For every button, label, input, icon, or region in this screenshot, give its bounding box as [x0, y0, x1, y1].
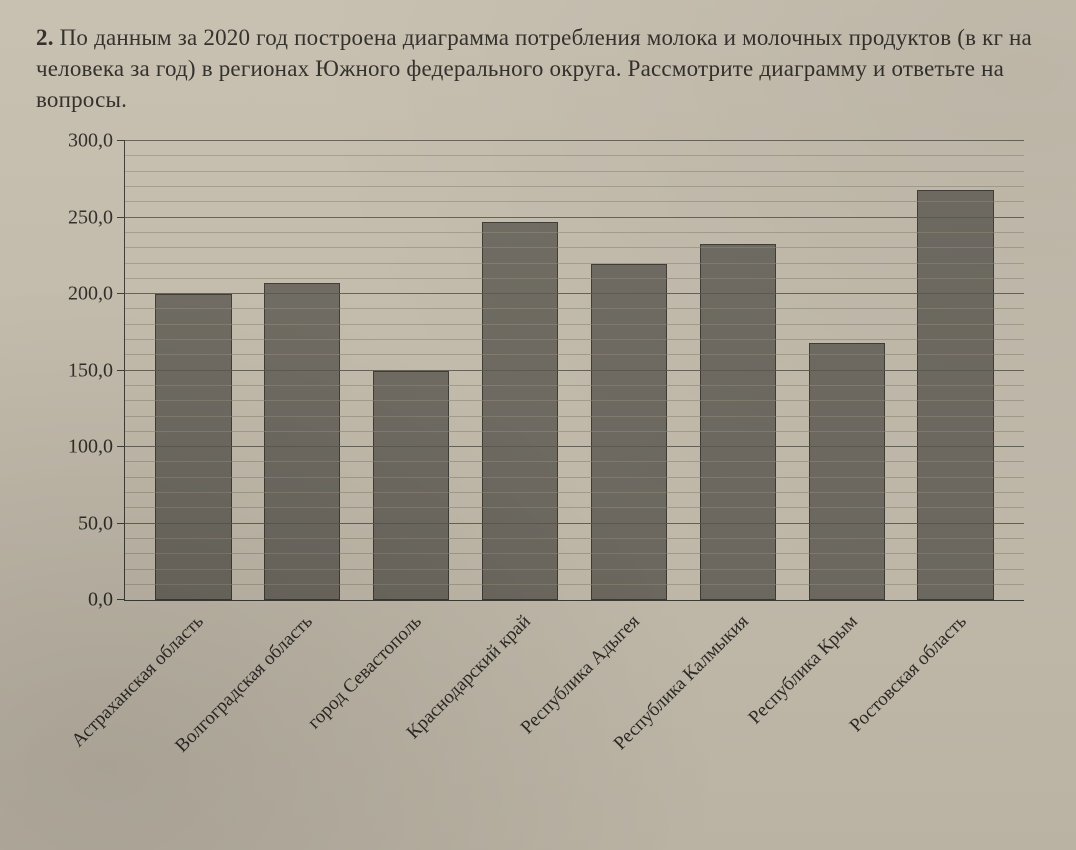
gridline-minor: [125, 385, 1024, 386]
gridline-minor: [125, 431, 1024, 432]
plot-area: 0,050,0100,0150,0200,0250,0300,0: [124, 141, 1024, 601]
gridline-minor: [125, 186, 1024, 187]
gridline-minor: [125, 354, 1024, 355]
x-label-slot: Ростовская область: [901, 611, 1010, 831]
bar: [591, 264, 667, 601]
bar-slot: [575, 141, 684, 600]
y-tick-label: 300,0: [68, 130, 125, 153]
gridline-minor: [125, 201, 1024, 202]
gridline-major: [125, 446, 1024, 447]
y-tick-label: 200,0: [68, 283, 125, 306]
gridline-minor: [125, 155, 1024, 156]
bar: [700, 244, 776, 600]
gridline-minor: [125, 538, 1024, 539]
x-label-slot: Волгоградская область: [247, 611, 356, 831]
gridline-minor: [125, 278, 1024, 279]
gridline-minor: [125, 339, 1024, 340]
gridline-minor: [125, 461, 1024, 462]
x-labels: Астраханская областьВолгоградская област…: [124, 611, 1024, 831]
gridline-major: [125, 370, 1024, 371]
y-tick-label: 150,0: [68, 359, 125, 382]
task-number: 2.: [36, 25, 54, 50]
page: 2. По данным за 2020 год построена диагр…: [0, 0, 1076, 850]
bar: [482, 222, 558, 600]
bar-slot: [248, 141, 357, 600]
gridline-minor: [125, 553, 1024, 554]
gridline-minor: [125, 400, 1024, 401]
gridline-minor: [125, 507, 1024, 508]
gridline-major: [125, 293, 1024, 294]
gridline-minor: [125, 584, 1024, 585]
gridline-minor: [125, 416, 1024, 417]
bar: [809, 343, 885, 600]
gridline-minor: [125, 569, 1024, 570]
gridline-major: [125, 523, 1024, 524]
chart: 0,050,0100,0150,0200,0250,0300,0 Астраха…: [44, 141, 1044, 831]
gridline-minor: [125, 263, 1024, 264]
gridline-minor: [125, 247, 1024, 248]
y-tick-label: 0,0: [88, 589, 125, 612]
gridline-minor: [125, 308, 1024, 309]
x-label-slot: Республика Калмыкия: [683, 611, 792, 831]
y-tick-label: 100,0: [68, 436, 125, 459]
gridline-minor: [125, 492, 1024, 493]
bar-slot: [466, 141, 575, 600]
gridline-major: [125, 217, 1024, 218]
bar-slot: [901, 141, 1010, 600]
gridline-major: [125, 140, 1024, 141]
gridline-minor: [125, 477, 1024, 478]
task-body: По данным за 2020 год построена диаграмм…: [36, 25, 1032, 112]
task-text: 2. По данным за 2020 год построена диагр…: [36, 22, 1048, 115]
gridline-minor: [125, 171, 1024, 172]
bar-slot: [792, 141, 901, 600]
bar-slot: [683, 141, 792, 600]
bar-slot: [139, 141, 248, 600]
bar: [373, 371, 449, 601]
y-tick-label: 250,0: [68, 206, 125, 229]
gridline-minor: [125, 324, 1024, 325]
gridline-minor: [125, 232, 1024, 233]
bar-slot: [357, 141, 466, 600]
y-tick-label: 50,0: [78, 512, 125, 535]
bars-container: [125, 141, 1024, 600]
